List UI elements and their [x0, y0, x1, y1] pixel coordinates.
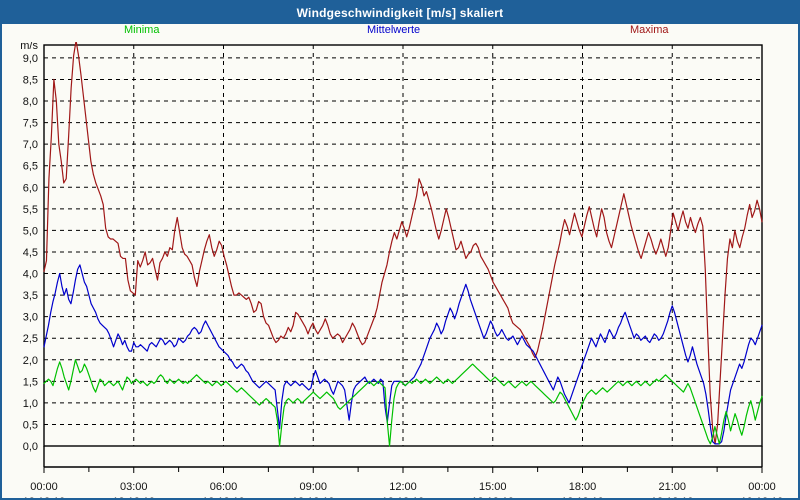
x-tick-time: 18:00	[569, 481, 597, 493]
x-axis-labels: 00:00 18.12.19 03:00 18.12.19 06:00 18.12.19 0…	[23, 481, 784, 498]
y-tick-label: 9,0	[23, 53, 38, 65]
y-tick-label: 4,0	[23, 269, 38, 281]
chart-legend: Minima Mittelwerte Maxima	[2, 24, 798, 42]
x-tick-date: 18.12.19	[112, 496, 155, 498]
x-tick-date: 19.12.19	[741, 496, 784, 498]
x-tick-date: 18.12.19	[382, 496, 425, 498]
y-tick-label: 3,5	[23, 290, 38, 302]
y-tick-label: 2,5	[23, 333, 38, 345]
x-tick-time: 00:00	[30, 481, 58, 493]
y-tick-label: 4,5	[23, 247, 38, 259]
x-tick-time: 06:00	[210, 481, 238, 493]
data-series	[43, 42, 763, 447]
series-line-maxima	[43, 42, 763, 445]
y-tick-label: 5,0	[23, 225, 38, 237]
x-tick-date: 18.12.19	[651, 496, 694, 498]
x-tick-time: 21:00	[658, 481, 686, 493]
y-tick-label: 8,5	[23, 74, 38, 86]
legend-item-maxima: Maxima	[630, 24, 669, 36]
y-tick-label: 7,0	[23, 139, 38, 151]
window-title: Windgeschwindigkeit [m/s] skaliert	[296, 6, 504, 20]
grid-lines	[44, 45, 762, 447]
y-axis-labels: 0,0 0,5 1,0 1,5 2,0 2,5 3,0 3,5 4,0 4,5 5,0 5,5 6,0 6…	[23, 53, 38, 453]
x-tick-time: 15:00	[479, 481, 507, 493]
y-tick-label: 8,0	[23, 96, 38, 108]
x-tick-date: 18.12.19	[561, 496, 604, 498]
chart-svg: 0,0 0,5 1,0 1,5 2,0 2,5 3,0 3,5 4,0 4,5 5,0 5,5 6,0 6…	[20, 42, 784, 498]
legend-item-minima: Minima	[124, 24, 160, 36]
y-tick-label: 1,5	[23, 376, 38, 388]
x-tick-date: 18.12.19	[23, 496, 66, 498]
y-axis-unit-label: m/s	[20, 42, 38, 52]
x-tick-time: 03:00	[120, 481, 148, 493]
y-tick-label: 6,0	[23, 182, 38, 194]
plot-area: 0,0 0,5 1,0 1,5 2,0 2,5 3,0 3,5 4,0 4,5 5,0 5,5 6,0 6…	[2, 42, 798, 498]
x-tick-date: 18.12.19	[202, 496, 245, 498]
y-tick-label: 1,0	[23, 398, 38, 410]
legend-item-mittelwerte: Mittelwerte	[367, 24, 421, 36]
axis-frame	[43, 44, 763, 473]
series-line-minima	[43, 359, 763, 447]
x-tick-date: 18.12.19	[471, 496, 514, 498]
x-tick-date: 18.12.19	[292, 496, 335, 498]
x-tick-time: 00:00	[748, 481, 776, 493]
y-tick-label: 2,0	[23, 355, 38, 367]
y-tick-label: 3,0	[23, 312, 38, 324]
x-tick-time: 12:00	[389, 481, 417, 493]
y-tick-label: 7,5	[23, 118, 38, 130]
x-tick-time: 09:00	[299, 481, 327, 493]
y-tick-label: 5,5	[23, 204, 38, 216]
y-tick-label: 6,5	[23, 161, 38, 173]
y-tick-label: 0,5	[23, 419, 38, 431]
window-title-bar: Windgeschwindigkeit [m/s] skaliert	[2, 2, 798, 24]
y-tick-label: 0,0	[23, 441, 38, 453]
